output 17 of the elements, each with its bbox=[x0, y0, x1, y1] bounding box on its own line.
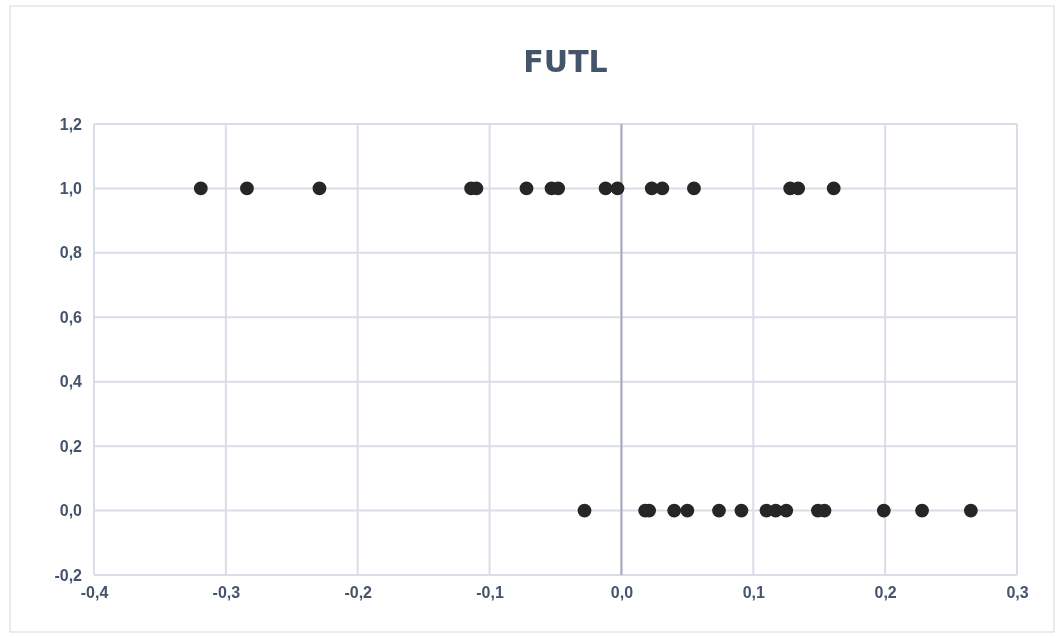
y-tick-label: 0,0 bbox=[59, 502, 83, 520]
y-tick-label: 0,8 bbox=[59, 244, 83, 262]
y-tick-label: 1,0 bbox=[59, 180, 83, 198]
x-tick-label: 0,1 bbox=[742, 584, 765, 602]
x-tick-label: -0,1 bbox=[476, 584, 504, 602]
y-tick-label: 0,6 bbox=[59, 308, 83, 326]
x-tick-label: 0,2 bbox=[874, 584, 897, 602]
x-tick-label: -0,3 bbox=[212, 584, 241, 602]
y-tick-label: -0,2 bbox=[54, 566, 83, 584]
x-tick-label: 0,0 bbox=[610, 584, 634, 602]
y-tick-label: 1,2 bbox=[59, 115, 83, 133]
y-tick-label: 0,4 bbox=[59, 373, 83, 391]
x-tick-label: 0,3 bbox=[1006, 584, 1029, 602]
x-tick-label: -0,4 bbox=[80, 584, 109, 602]
y-tick-label: 0,2 bbox=[59, 437, 83, 455]
chart-title: FUTL bbox=[523, 44, 608, 79]
x-tick-label: -0,2 bbox=[344, 584, 373, 602]
